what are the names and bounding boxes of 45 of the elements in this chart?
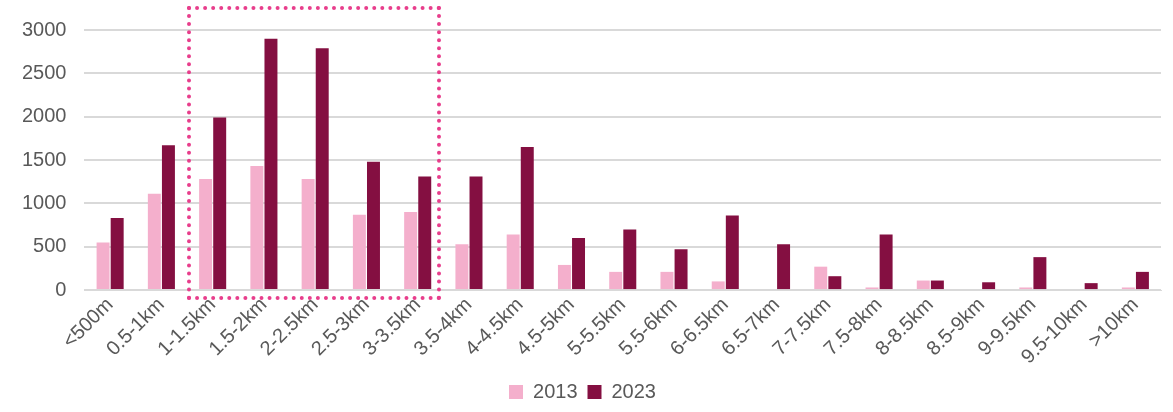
bar	[404, 212, 418, 290]
y-tick-label: 1000	[21, 190, 67, 213]
bar	[161, 145, 175, 290]
bar	[879, 234, 893, 290]
bar	[418, 176, 432, 290]
bar	[1084, 283, 1098, 290]
legend-label: 2013	[533, 379, 578, 402]
y-tick-label: 3000	[21, 17, 67, 40]
bar	[609, 271, 623, 290]
bar	[1135, 271, 1149, 290]
bar	[199, 179, 213, 290]
bar	[674, 249, 688, 290]
bar	[711, 281, 725, 290]
bar	[520, 147, 534, 290]
bar	[814, 266, 828, 290]
y-tick-label: 0	[55, 277, 67, 300]
y-tick-label: 1500	[21, 147, 67, 170]
bar	[930, 280, 944, 290]
bar	[352, 214, 366, 290]
bar	[777, 244, 791, 290]
bar	[469, 176, 483, 290]
bar	[572, 238, 586, 290]
bar	[982, 282, 996, 290]
bar	[301, 179, 315, 290]
bar	[725, 215, 739, 290]
y-tick-label: 2500	[21, 60, 67, 83]
bar	[264, 38, 278, 290]
bar	[213, 117, 227, 290]
bar	[506, 234, 520, 290]
bar	[828, 276, 842, 290]
y-tick-label: 500	[33, 234, 67, 257]
bar	[557, 264, 571, 290]
y-tick-label: 2000	[21, 104, 67, 127]
bar	[1033, 257, 1047, 290]
bar	[455, 244, 469, 290]
bar	[110, 218, 124, 290]
bar	[623, 229, 637, 290]
legend-label: 2023	[611, 379, 656, 402]
bar	[96, 242, 110, 290]
bar	[250, 166, 264, 290]
bar	[367, 161, 380, 290]
bar	[315, 48, 329, 290]
bar	[147, 193, 161, 290]
bar	[916, 280, 930, 290]
bar	[660, 271, 674, 290]
